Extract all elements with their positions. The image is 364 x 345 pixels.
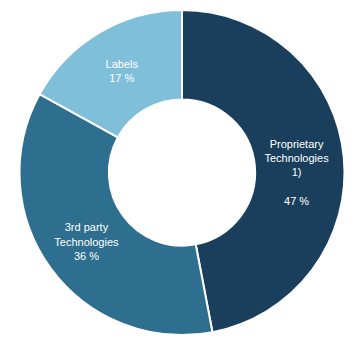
svg-text:3rd partyTechnologies36 %: 3rd partyTechnologies36 % bbox=[54, 221, 119, 262]
svg-text:Labels17 %: Labels17 % bbox=[106, 58, 139, 84]
svg-text:ProprietaryTechnologies1)47 %: ProprietaryTechnologies1)47 % bbox=[264, 138, 329, 207]
